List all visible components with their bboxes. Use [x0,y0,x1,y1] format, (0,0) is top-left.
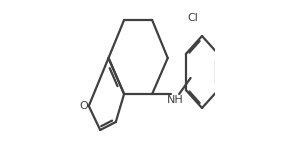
Text: Cl: Cl [187,13,198,23]
Text: NH: NH [167,95,183,105]
Text: O: O [79,101,88,111]
